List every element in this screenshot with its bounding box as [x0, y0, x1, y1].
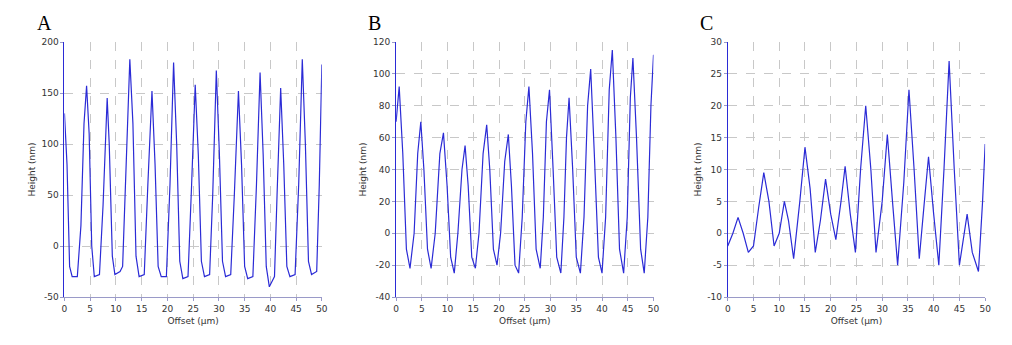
svg-text:10: 10 — [774, 304, 786, 314]
svg-text:80: 80 — [379, 101, 391, 111]
svg-text:20: 20 — [825, 304, 837, 314]
svg-text:5: 5 — [87, 304, 93, 314]
svg-text:A: A — [37, 12, 52, 34]
svg-text:50: 50 — [979, 304, 991, 314]
svg-text:50: 50 — [316, 304, 328, 314]
svg-text:10: 10 — [442, 304, 454, 314]
svg-text:15: 15 — [136, 304, 147, 314]
svg-text:0: 0 — [62, 304, 68, 314]
svg-text:20: 20 — [493, 304, 505, 314]
svg-text:100: 100 — [373, 69, 390, 79]
svg-text:35: 35 — [239, 304, 250, 314]
svg-text:45: 45 — [622, 304, 633, 314]
svg-text:-5: -5 — [713, 260, 722, 270]
svg-text:-50: -50 — [44, 292, 59, 302]
svg-text:0: 0 — [53, 241, 59, 251]
svg-text:45: 45 — [954, 304, 965, 314]
svg-text:25: 25 — [710, 69, 721, 79]
svg-text:0: 0 — [385, 228, 391, 238]
svg-text:30: 30 — [876, 304, 888, 314]
svg-text:120: 120 — [373, 37, 390, 47]
svg-text:0: 0 — [716, 228, 722, 238]
svg-text:35: 35 — [902, 304, 913, 314]
svg-text:20: 20 — [379, 197, 391, 207]
svg-text:Offset (µm): Offset (µm) — [167, 316, 218, 326]
svg-text:25: 25 — [851, 304, 862, 314]
svg-text:40: 40 — [379, 165, 391, 175]
svg-text:30: 30 — [710, 37, 722, 47]
svg-text:30: 30 — [213, 304, 225, 314]
svg-text:-40: -40 — [376, 292, 391, 302]
svg-text:15: 15 — [468, 304, 479, 314]
svg-text:50: 50 — [47, 190, 59, 200]
svg-text:15: 15 — [799, 304, 810, 314]
svg-text:Height (nm): Height (nm) — [358, 142, 368, 196]
svg-text:30: 30 — [545, 304, 557, 314]
svg-text:B: B — [368, 12, 381, 34]
svg-text:-10: -10 — [707, 292, 722, 302]
svg-text:35: 35 — [571, 304, 582, 314]
svg-text:100: 100 — [41, 139, 58, 149]
svg-text:40: 40 — [265, 304, 277, 314]
svg-text:200: 200 — [41, 37, 58, 47]
svg-text:10: 10 — [110, 304, 122, 314]
svg-text:10: 10 — [710, 165, 722, 175]
svg-text:20: 20 — [162, 304, 174, 314]
svg-text:25: 25 — [187, 304, 198, 314]
svg-text:20: 20 — [710, 101, 722, 111]
svg-text:Offset (µm): Offset (µm) — [831, 316, 882, 326]
svg-text:Height (nm): Height (nm) — [693, 142, 703, 196]
svg-text:Offset (µm): Offset (µm) — [499, 316, 550, 326]
svg-text:0: 0 — [393, 304, 399, 314]
svg-text:-20: -20 — [376, 260, 391, 270]
svg-text:50: 50 — [648, 304, 660, 314]
svg-text:5: 5 — [419, 304, 425, 314]
svg-text:5: 5 — [716, 197, 722, 207]
svg-text:C: C — [700, 12, 713, 34]
svg-text:45: 45 — [290, 304, 301, 314]
svg-text:40: 40 — [928, 304, 940, 314]
svg-text:5: 5 — [751, 304, 757, 314]
svg-text:25: 25 — [519, 304, 530, 314]
svg-text:15: 15 — [710, 133, 721, 143]
svg-text:60: 60 — [379, 133, 391, 143]
svg-text:40: 40 — [596, 304, 608, 314]
svg-text:Height (nm): Height (nm) — [27, 142, 37, 196]
svg-text:0: 0 — [725, 304, 731, 314]
svg-text:150: 150 — [41, 88, 58, 98]
